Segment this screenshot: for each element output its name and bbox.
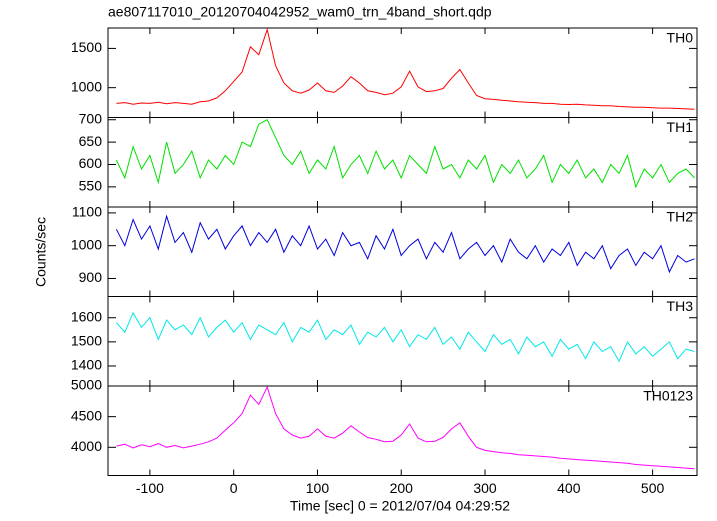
y-tick-label: 1000: [71, 236, 102, 252]
x-tick-label: 500: [641, 480, 665, 496]
legend-label: TH0123: [643, 388, 693, 404]
data-line: [115, 214, 695, 274]
x-tick-label: 400: [557, 480, 581, 496]
legend-label: TH0: [667, 30, 694, 46]
panel-frame: [107, 27, 698, 118]
y-tick-label: 650: [79, 133, 103, 149]
panel-frame: [107, 206, 698, 297]
y-tick-label: 1500: [71, 333, 102, 349]
x-axis-label: Time [sec] 0 = 2012/07/04 04:29:52: [290, 498, 510, 514]
y-tick-label: 5000: [71, 377, 102, 393]
chart-title: ae807117010_20120704042952_wam0_trn_4ban…: [108, 4, 492, 20]
y-tick-label: 1600: [71, 308, 102, 324]
data-line: [115, 119, 695, 189]
y-tick-label: 1400: [71, 357, 102, 373]
data-line: [116, 311, 695, 363]
x-tick-label: -100: [136, 480, 164, 496]
x-tick-label: 300: [473, 480, 497, 496]
y-tick-label: 700: [79, 110, 103, 126]
panel-frame: [107, 117, 698, 208]
legend-label: TH2: [667, 209, 694, 225]
legend-label: TH1: [667, 119, 694, 135]
panel-frame: [107, 385, 698, 476]
y-tick-label: 1500: [71, 39, 102, 55]
x-tick-label: 200: [390, 480, 414, 496]
y-tick-label: 550: [79, 178, 103, 194]
y-tick-label: 4500: [71, 407, 102, 423]
y-tick-label: 4000: [71, 438, 102, 454]
data-line: [116, 27, 695, 110]
data-line: [116, 385, 695, 470]
y-tick-label: 1000: [71, 78, 102, 94]
y-tick-label: 1100: [72, 204, 102, 220]
x-tick-label: 100: [306, 480, 330, 496]
panel-frame: [107, 296, 698, 387]
y-tick-label: 900: [79, 269, 103, 285]
x-tick-label: 0: [230, 480, 238, 496]
y-tick-label: 600: [79, 155, 103, 171]
legend-label: TH3: [667, 298, 694, 314]
y-axis-label: Counts/sec: [33, 217, 49, 287]
